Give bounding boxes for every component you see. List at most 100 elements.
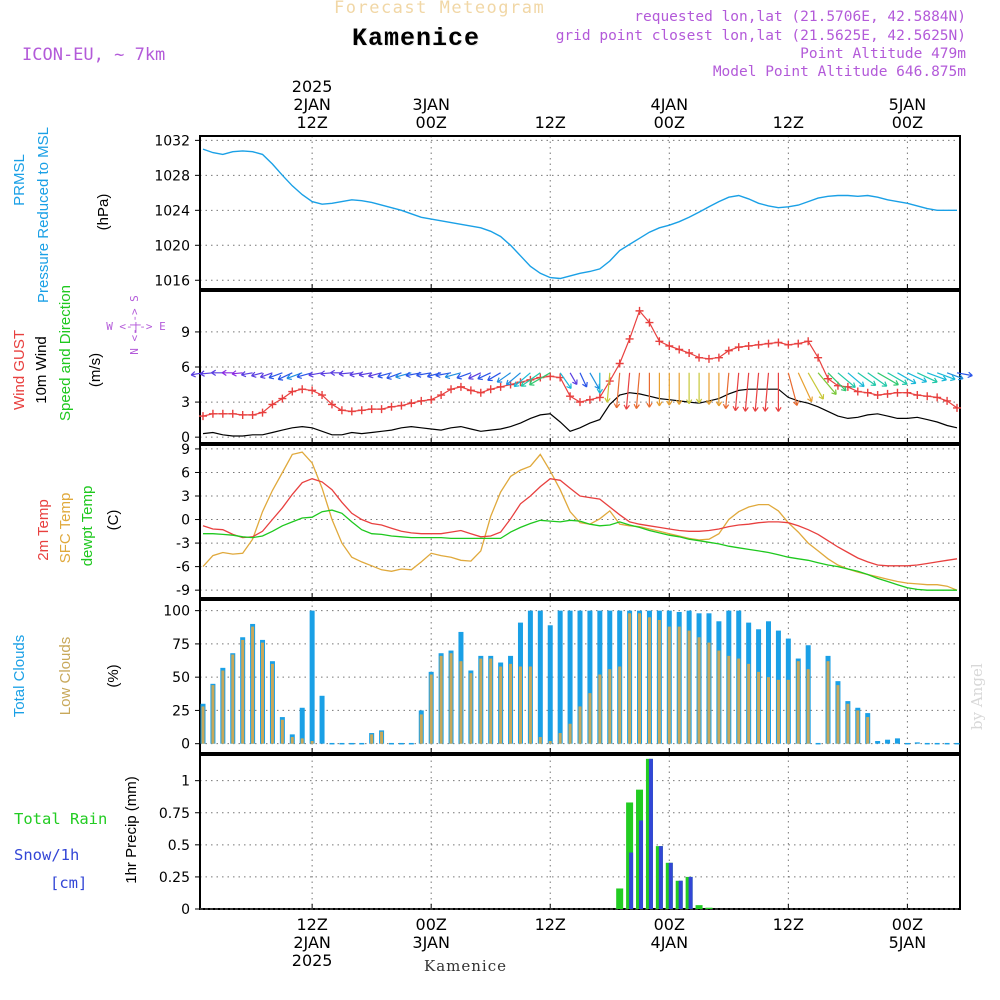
top-time-label: 00Z bbox=[892, 113, 923, 132]
low-cloud-bar bbox=[717, 650, 721, 744]
low-cloud-bar bbox=[270, 663, 274, 744]
wind-direction-arrow bbox=[241, 371, 253, 378]
precip-unit: 1hr Precip (mm) bbox=[123, 776, 140, 884]
wind-direction-arrow bbox=[569, 372, 578, 386]
gust-marker bbox=[794, 339, 803, 348]
point-altitude: Point Altitude 479m bbox=[800, 46, 966, 62]
pressure-label-long: Pressure Reduced to MSL bbox=[35, 127, 52, 303]
gust-marker bbox=[437, 391, 446, 400]
snow-bar bbox=[629, 852, 634, 909]
gust-marker bbox=[238, 410, 247, 419]
gust-marker bbox=[724, 346, 733, 355]
wind-direction-arrow bbox=[752, 372, 760, 412]
low-cloud-bar bbox=[518, 666, 522, 744]
dewpoint-label: dewpt Temp bbox=[79, 486, 96, 567]
total-cloud-bar bbox=[299, 707, 305, 744]
temp-unit: (C) bbox=[105, 510, 122, 531]
low-cloud-bar bbox=[489, 658, 493, 744]
low-cloud-bar bbox=[578, 706, 582, 744]
y-tick-label: 3 bbox=[181, 489, 190, 505]
rain-bar bbox=[616, 888, 624, 909]
gust-marker bbox=[476, 388, 485, 397]
low-cloud-bar bbox=[618, 666, 622, 744]
y-tick-label: 50 bbox=[172, 670, 190, 686]
gust-marker bbox=[278, 394, 287, 403]
snow-bar bbox=[688, 876, 693, 909]
wind-direction-arrow bbox=[377, 372, 392, 379]
wind-direction-arrow bbox=[259, 372, 273, 379]
requested-coords: requested lon,lat (21.5706E, 42.5884N) bbox=[634, 9, 966, 25]
low-cloud-bar bbox=[786, 679, 790, 744]
gust-marker bbox=[665, 341, 674, 350]
low-cloud-bar bbox=[241, 639, 245, 744]
gust-marker bbox=[337, 406, 346, 415]
temp-sfc-line bbox=[202, 451, 958, 591]
wind-direction-arrow bbox=[762, 372, 770, 412]
low-clouds-label: Low Clouds bbox=[57, 637, 74, 715]
low-cloud-bar bbox=[558, 733, 562, 744]
wind-direction-arrow bbox=[444, 372, 462, 380]
low-cloud-bar bbox=[370, 734, 374, 744]
model-name: ICON-EU, ~ 7km bbox=[22, 45, 166, 65]
rain-bar bbox=[695, 905, 703, 909]
low-cloud-bar bbox=[657, 619, 661, 744]
gust-marker bbox=[744, 341, 753, 350]
gust-marker bbox=[923, 392, 932, 401]
gust-marker bbox=[953, 403, 961, 412]
gust-marker bbox=[466, 386, 475, 395]
wind-direction-arrow bbox=[867, 372, 888, 387]
y-tick-label: 9 bbox=[181, 442, 190, 458]
wind-direction-arrow bbox=[807, 372, 825, 400]
bottom-time-label: 12Z bbox=[773, 915, 804, 934]
wind-direction-arrow bbox=[320, 370, 333, 377]
snow-bar bbox=[678, 880, 683, 909]
wind-direction-arrow bbox=[613, 372, 621, 409]
wind-direction-arrow bbox=[897, 372, 917, 385]
panel-frame bbox=[199, 444, 961, 599]
top-time-label: 00Z bbox=[416, 113, 447, 132]
total-cloud-bar bbox=[885, 739, 891, 744]
gust-marker bbox=[228, 409, 237, 418]
low-cloud-bar bbox=[509, 663, 513, 744]
snow-bar bbox=[648, 758, 653, 909]
wind-direction-arrow bbox=[589, 372, 600, 390]
wind-direction-arrow bbox=[956, 371, 973, 379]
snow-bar bbox=[639, 820, 644, 909]
low-cloud-bar bbox=[757, 671, 761, 744]
wind-direction-arrow bbox=[715, 372, 723, 407]
gust-marker bbox=[625, 334, 634, 343]
compass-east-west: W <-|-> E bbox=[106, 320, 166, 333]
wind-direction-arrow bbox=[877, 372, 899, 386]
low-cloud-bar bbox=[300, 738, 304, 744]
top-time-label: 4JAN bbox=[651, 95, 689, 114]
total-rain-label: Total Rain bbox=[14, 810, 107, 828]
wind-direction-arrow bbox=[797, 372, 813, 403]
gust-marker bbox=[675, 345, 684, 354]
dewpoint-line bbox=[203, 509, 957, 591]
wind-direction-arrow bbox=[579, 372, 588, 388]
gust-marker bbox=[318, 391, 327, 400]
gust-marker bbox=[288, 387, 297, 396]
low-cloud-bar bbox=[469, 673, 473, 744]
low-cloud-bar bbox=[231, 654, 235, 744]
low-cloud-bar bbox=[687, 630, 691, 744]
gust-marker bbox=[804, 337, 813, 346]
gust-marker bbox=[704, 354, 713, 363]
total-cloud-bar bbox=[567, 610, 573, 744]
gust-marker bbox=[774, 338, 783, 347]
gust-marker bbox=[576, 398, 584, 407]
top-time-label: 2JAN bbox=[293, 95, 331, 114]
low-cloud-bar bbox=[677, 626, 681, 744]
total-cloud-bar bbox=[319, 695, 325, 744]
gust-marker bbox=[903, 388, 912, 397]
gust-marker bbox=[298, 385, 307, 394]
bottom-time-label: 4JAN bbox=[651, 933, 689, 952]
footer-location: Kamenice bbox=[424, 957, 507, 975]
bottom-time-label: 00Z bbox=[654, 915, 685, 934]
wind-direction-arrow bbox=[528, 372, 551, 386]
gust-marker bbox=[417, 396, 426, 405]
gust-marker bbox=[347, 407, 356, 416]
gust-marker bbox=[764, 339, 773, 348]
wind-direction-arrow bbox=[268, 372, 283, 380]
top-time-label: 5JAN bbox=[889, 95, 927, 114]
